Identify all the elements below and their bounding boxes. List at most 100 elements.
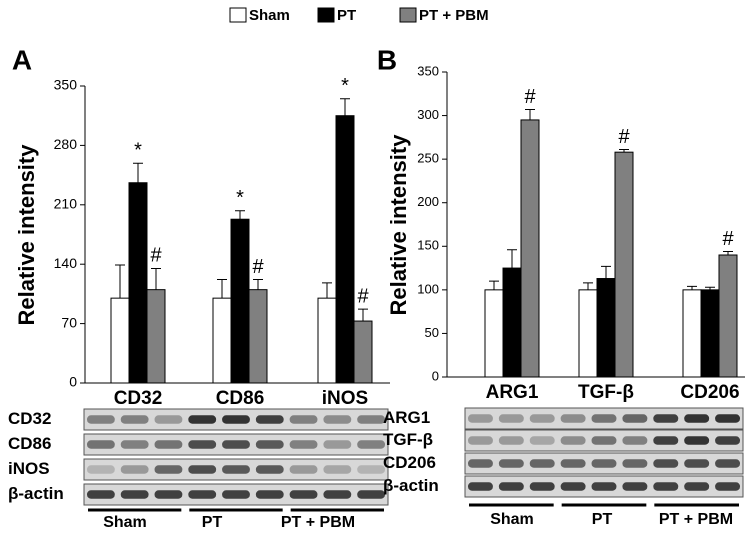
blot-band [120,440,149,449]
bar [520,119,540,378]
blot-row-label: ARG1 [383,408,430,427]
blot-band [529,436,555,445]
error-bar [217,278,227,299]
error-bar [525,108,535,120]
blot-band [498,482,524,491]
blot-band [529,459,555,468]
bar [502,267,522,378]
blot-band [154,415,183,424]
blot-band [188,415,217,424]
blot-band [188,465,217,474]
blot-band [154,465,183,474]
y-tick-label: 100 [417,281,439,296]
blot-band [255,465,284,474]
blot-band [622,482,648,491]
blot-band [357,440,385,449]
blot-band [498,414,524,423]
error-bar [705,286,715,290]
bar [578,289,598,378]
blot-band [255,440,284,449]
group-label: PT [202,514,223,531]
blot-band [653,436,679,445]
legend-swatch [229,7,247,23]
bar [248,289,268,384]
blot-band [255,415,284,424]
blot-band [653,414,679,423]
blot-band [684,436,710,445]
error-bar [601,265,611,279]
blot-band [222,415,250,424]
blot-band [222,465,250,474]
bar [128,182,148,384]
y-tick-label: 210 [54,196,78,212]
significance-marker: # [618,126,630,148]
blot-band [715,436,740,445]
group-label: PT [592,511,613,528]
blot-band [87,465,115,474]
blot-band [591,482,617,491]
blot-band [120,490,149,499]
x-tick-label: TGF-β [578,382,634,403]
x-tick-label: CD86 [216,388,265,409]
blot-band [323,465,352,474]
blot-band [357,490,385,499]
bar [317,297,337,384]
blot-band [560,414,586,423]
blot-band [591,459,617,468]
panel-label: B [377,44,397,75]
error-bar [619,149,629,153]
blot-band [468,482,493,491]
bar [682,289,702,378]
panel-label: A [12,44,32,75]
blot-band [154,490,183,499]
blot-band [468,414,493,423]
legend-label: Sham [249,7,290,24]
error-bar [253,278,263,290]
error-bar [358,308,368,322]
blot-band [323,490,352,499]
y-tick-label: 50 [425,325,439,340]
blot-band [715,482,740,491]
blot-band [120,465,149,474]
error-bar [322,282,332,299]
bar [335,115,355,384]
bar [110,297,130,384]
blot-band [498,459,524,468]
y-tick-label: 280 [54,136,78,152]
bar [230,218,250,384]
bar [614,151,634,378]
blot-band [289,415,318,424]
x-tick-label: iNOS [322,388,368,409]
legend-label: PT [337,7,356,24]
blot-band [357,415,385,424]
blot-row-label: CD32 [8,409,51,428]
bar [596,278,616,378]
y-tick-label: 150 [417,238,439,253]
y-tick-label: 350 [54,77,78,93]
blot-band [255,490,284,499]
error-bar [115,264,125,299]
group-label: Sham [490,511,534,528]
y-tick-label: 250 [417,151,439,166]
blot-row-label: β-actin [383,476,439,495]
legend-label: PT + PBM [419,7,489,24]
y-tick-label: 350 [417,63,439,78]
error-bar [489,280,499,290]
x-tick-label: ARG1 [486,382,539,403]
error-bar [583,282,593,290]
blot-band [357,465,385,474]
blot-row-label: CD206 [383,453,436,472]
blot-band [684,482,710,491]
legend-swatch [317,7,335,23]
group-label: PT + PBM [659,511,733,528]
blot-band [622,459,648,468]
blot-band [87,490,115,499]
y-tick-label: 140 [54,255,78,271]
blot-band [684,459,710,468]
bar [353,320,373,384]
y-axis-title: Relative intensity [14,144,39,326]
blot-images [83,407,744,506]
y-tick-label: 0 [432,368,439,383]
blot-band [120,415,149,424]
